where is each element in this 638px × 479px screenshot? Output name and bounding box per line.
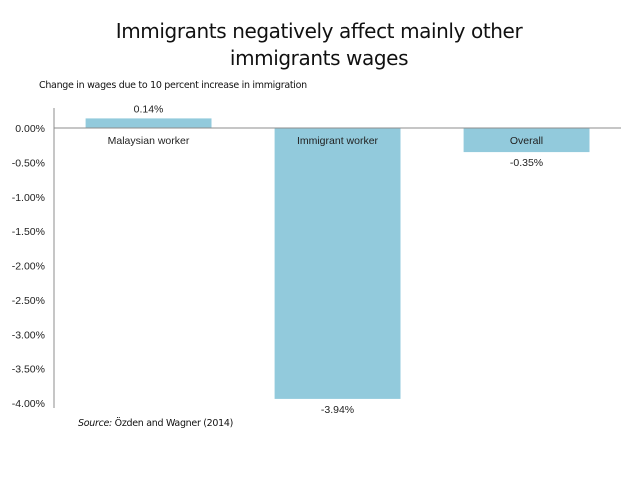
y-tick-label-6: -3.00% (12, 329, 45, 341)
chart-title-line-2: immigrants wages (229, 46, 409, 70)
source-prefix: Source: (78, 418, 112, 429)
category-label-0: Malaysian worker (108, 135, 190, 147)
chart-title-line-1: Immigrants negatively affect mainly othe… (115, 19, 523, 43)
y-tick-label-2: -1.00% (12, 192, 45, 204)
chart-title: Immigrants negatively affect mainly othe… (0, 18, 638, 72)
source-note: Source: Özden and Wagner (2014) (78, 418, 233, 429)
labels-group: Malaysian worker 0.14% Immigrant worker -3.… (108, 103, 543, 416)
axes-group: 0.00% -0.50% -1.00% -1.50% -2.00% -2.50% -3.00… (12, 108, 621, 410)
y-tick-label-0: 0.00% (15, 123, 45, 135)
y-tick-label-7: -3.50% (12, 364, 45, 376)
y-tick-label-8: -4.00% (12, 398, 45, 410)
bars-group (85, 118, 590, 399)
y-tick-label-5: -2.50% (12, 295, 45, 307)
bar-2 (463, 128, 590, 153)
y-tick-label-1: -0.50% (12, 157, 45, 169)
category-label-2: Overall (510, 135, 543, 147)
data-label-0: 0.14% (134, 103, 164, 115)
data-label-1: -3.94% (321, 404, 354, 416)
chart-subtitle: Change in wages due to 10 percent increa… (39, 80, 307, 91)
y-tick-label-4: -2.00% (12, 261, 45, 273)
bar-1 (274, 128, 401, 399)
y-tick-label-3: -1.50% (12, 226, 45, 238)
category-label-1: Immigrant worker (297, 135, 379, 147)
source-text: Özden and Wagner (2014) (111, 418, 234, 429)
bar-0 (85, 118, 212, 128)
data-label-2: -0.35% (510, 157, 543, 169)
